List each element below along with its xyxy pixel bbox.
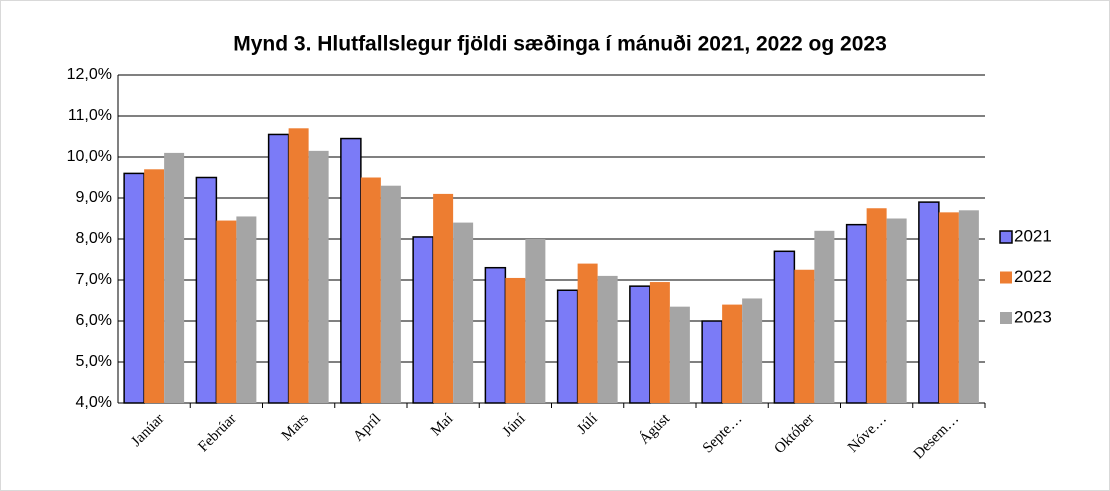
bar [360,177,381,403]
bar [195,176,218,404]
chart-title: Mynd 3. Hlutfallslegur fjöldi sæðinga í … [233,33,887,56]
bar [577,263,598,403]
y-tick-label: 11,0% [68,107,112,124]
y-tick-label: 4,0% [76,394,112,411]
bar [773,250,796,404]
bar [412,236,434,404]
bar [453,222,474,403]
bar [308,150,329,403]
bar [866,208,887,403]
bar [505,277,526,403]
legend-swatch [1000,312,1012,324]
bar [484,266,507,404]
bar [886,218,907,403]
y-tick-label: 10,0% [67,148,112,165]
bar [144,169,165,403]
bar [123,172,145,404]
bar [649,282,670,403]
bar [742,298,763,403]
legend-swatch [999,230,1013,244]
y-tick-label: 6,0% [76,312,112,329]
bar [958,210,979,403]
bar [433,193,454,403]
bar [722,304,743,403]
bar [629,285,651,404]
bar [918,201,940,404]
bar [525,239,546,403]
bar [794,269,815,403]
legend-label: 2023 [1014,307,1052,326]
bar [216,220,237,403]
y-tick-label: 12,0% [67,66,112,83]
bar [164,152,185,403]
bar [669,306,690,403]
bar [236,216,257,403]
legend-label: 2021 [1014,226,1052,245]
y-tick-label: 7,0% [76,271,112,288]
legend-label: 2022 [1014,267,1052,286]
bar [845,223,868,404]
bar [814,230,835,403]
bar [938,212,959,403]
bar [340,137,362,404]
bar [267,133,290,404]
y-tick-label: 9,0% [76,189,112,206]
bar [288,128,309,404]
bar [556,289,579,404]
y-tick-label: 5,0% [76,353,112,370]
bar [380,185,401,403]
bar [701,320,723,404]
y-tick-label: 8,0% [76,230,112,247]
legend-swatch [1000,271,1012,284]
bar [597,275,618,403]
